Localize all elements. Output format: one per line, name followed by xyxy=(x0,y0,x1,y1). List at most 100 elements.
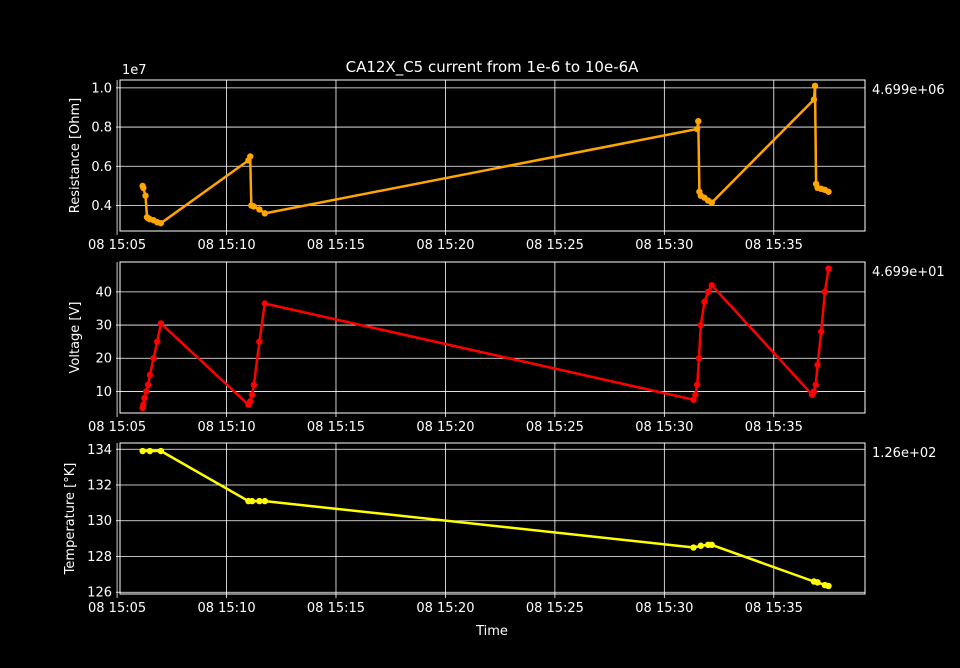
data-point xyxy=(821,288,829,296)
x-tick-label: 08 15:25 xyxy=(526,601,584,616)
data-point xyxy=(708,282,715,289)
data-point xyxy=(814,579,821,586)
data-point xyxy=(693,381,701,388)
side-annotation: 4.699e+06 xyxy=(872,83,945,98)
data-point xyxy=(811,82,819,90)
data-point xyxy=(825,188,832,195)
x-tick-label: 08 15:35 xyxy=(745,238,803,253)
series-line xyxy=(141,268,830,409)
axes-frame xyxy=(119,79,866,232)
y-tick-label: 134 xyxy=(87,443,112,458)
data-point xyxy=(690,544,697,551)
x-tick-label: 08 15:10 xyxy=(197,238,255,253)
x-tick-label: 08 15:15 xyxy=(307,420,365,435)
y-axis-label: Voltage [V] xyxy=(68,302,83,374)
data-point xyxy=(157,320,165,327)
data-point xyxy=(814,361,821,369)
data-point xyxy=(812,381,819,388)
data-point xyxy=(810,388,818,395)
y-tick-label: 10 xyxy=(95,385,112,400)
y-tick-label: 0.6 xyxy=(91,160,112,175)
data-point xyxy=(150,355,157,362)
data-point xyxy=(261,497,269,505)
data-point xyxy=(154,338,161,345)
data-point xyxy=(825,582,832,590)
x-tick-label: 08 15:35 xyxy=(745,420,803,435)
data-point xyxy=(697,321,705,329)
x-tick-label: 08 15:05 xyxy=(88,601,146,616)
axes-frame xyxy=(119,261,866,414)
x-tick-label: 08 15:30 xyxy=(635,601,693,616)
y-tick-label: 126 xyxy=(87,586,112,601)
panel-1: 08 15:05 08 15:10 08 15:15 08 15:20 08 15:25… xyxy=(68,261,945,435)
data-point xyxy=(142,192,149,199)
series-line xyxy=(142,449,829,588)
x-tick-label: 08 15:05 xyxy=(88,420,146,435)
data-point xyxy=(256,206,263,213)
x-tick-label: 08 15:15 xyxy=(307,238,365,253)
data-point xyxy=(248,391,256,398)
x-tick-label: 08 15:10 xyxy=(197,601,255,616)
y-axis-label: Temperature [°K] xyxy=(63,463,78,576)
x-tick-label: 08 15:05 xyxy=(88,238,146,253)
data-point xyxy=(146,371,154,379)
data-point xyxy=(248,497,256,505)
x-tick-label: 08 15:20 xyxy=(416,601,474,616)
axes-frame xyxy=(119,442,866,595)
x-tick-label: 08 15:35 xyxy=(745,601,803,616)
data-point xyxy=(141,394,148,402)
chart-title: CA12X_C5 current from 1e-6 to 10e-6A xyxy=(346,58,640,77)
data-point xyxy=(692,391,699,398)
y-tick-label: 132 xyxy=(87,478,112,493)
data-point xyxy=(247,398,254,405)
y-tick-label: 1.0 xyxy=(91,81,112,96)
y-tick-label: 40 xyxy=(95,285,112,300)
y-tick-label: 130 xyxy=(87,514,112,529)
x-tick-label: 08 15:25 xyxy=(526,420,584,435)
data-point xyxy=(825,265,832,272)
data-point xyxy=(704,288,712,296)
y-offset-label: 1e7 xyxy=(122,63,147,78)
data-point xyxy=(140,184,147,192)
data-point xyxy=(256,338,263,345)
data-point xyxy=(250,381,258,388)
data-point xyxy=(695,355,703,362)
data-point xyxy=(140,401,147,408)
x-tick-label: 08 15:10 xyxy=(197,420,255,435)
panel-0: 08 15:05 08 15:10 08 15:15 08 15:20 08 15:25… xyxy=(68,63,945,253)
x-tick-label: 08 15:20 xyxy=(416,238,474,253)
data-point xyxy=(250,203,258,210)
x-tick-label: 08 15:20 xyxy=(416,420,474,435)
x-tick-label: 08 15:30 xyxy=(635,420,693,435)
y-axis-label: Resistance [Ohm] xyxy=(68,98,83,213)
data-point xyxy=(256,497,263,505)
data-point xyxy=(157,447,165,455)
data-point xyxy=(708,199,715,206)
data-point xyxy=(247,153,254,160)
data-point xyxy=(690,396,697,403)
data-point xyxy=(693,125,701,133)
x-tick-label: 08 15:25 xyxy=(526,238,584,253)
data-point xyxy=(143,388,150,395)
data-point xyxy=(144,381,152,388)
data-point xyxy=(708,541,715,549)
x-tick-label: 08 15:15 xyxy=(307,601,365,616)
series-line xyxy=(141,84,830,225)
data-point xyxy=(701,298,708,306)
data-point xyxy=(695,117,702,125)
data-point xyxy=(810,96,818,103)
data-point xyxy=(818,328,825,335)
x-axis-label: Time xyxy=(475,624,508,639)
panel-2: 08 15:05 08 15:10 08 15:15 08 15:20 08 15:25… xyxy=(63,442,936,616)
x-tick-label: 08 15:30 xyxy=(635,238,693,253)
y-tick-label: 20 xyxy=(95,352,112,367)
y-tick-label: 128 xyxy=(87,550,112,565)
y-tick-label: 0.8 xyxy=(91,121,112,136)
y-tick-label: 0.4 xyxy=(91,199,112,214)
y-tick-label: 30 xyxy=(95,319,112,334)
data-point xyxy=(697,542,705,549)
side-annotation: 4.699e+01 xyxy=(872,265,945,280)
side-annotation: 1.26e+02 xyxy=(872,446,936,461)
data-point xyxy=(261,210,269,217)
